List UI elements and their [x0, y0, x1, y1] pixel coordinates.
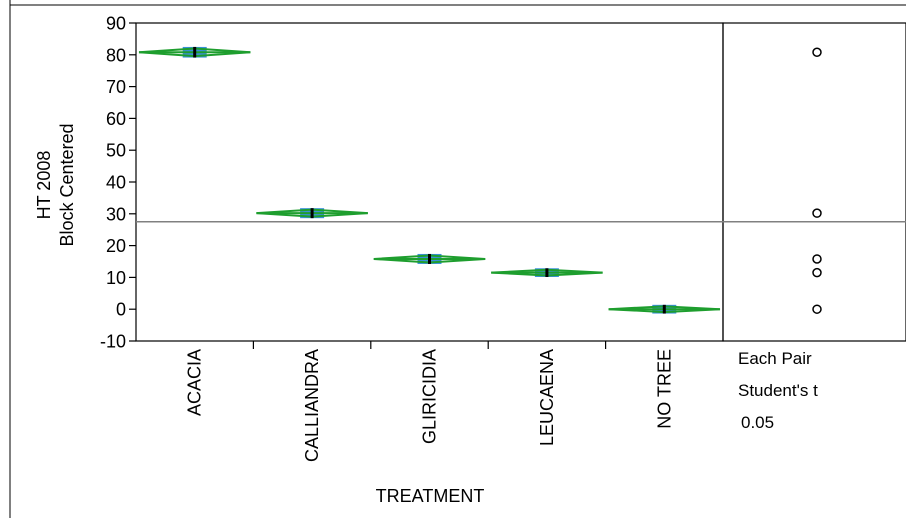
comparison-circle	[812, 304, 822, 314]
means-diamond-leucaena	[491, 268, 603, 277]
x-tick-label: LEUCAENA	[537, 349, 557, 446]
means-diamond-gliricidia	[373, 253, 486, 264]
comparison-circle	[812, 47, 822, 58]
chart-marks	[136, 46, 906, 314]
y-tick-label: 20	[106, 236, 126, 256]
means-diamond-calliandra	[256, 208, 368, 219]
y-tick-label: 90	[106, 14, 126, 34]
y-tick-label: 0	[116, 300, 126, 320]
y-tick-label: 60	[106, 109, 126, 129]
comparison-text-line-1: Each Pair	[738, 349, 812, 368]
y-tick-label: 70	[106, 77, 126, 97]
comparison-text-line-3: 0.05	[741, 413, 774, 432]
comparison-circles	[812, 47, 822, 314]
y-axis: -10 0 10 20 30 40 50 60 70 80 90	[100, 14, 136, 352]
y-tick-label: 40	[106, 173, 126, 193]
comparison-circle	[812, 254, 822, 264]
y-axis-label-line-2: Block Centered	[57, 123, 77, 246]
x-tick-label: GLIRICIDIA	[420, 349, 440, 444]
x-tick-label: NO TREE	[654, 349, 674, 429]
x-axis: ACACIA CALLIANDRA GLIRICIDIA LEUCAENA NO TRE…	[185, 341, 674, 462]
y-tick-label: 30	[106, 204, 126, 224]
x-axis-label: TREATMENT	[376, 486, 485, 506]
x-tick-label: CALLIANDRA	[302, 349, 322, 462]
comparison-circle	[812, 267, 822, 278]
comparison-text-line-2: Student's t	[738, 381, 818, 400]
y-tick-label: 10	[106, 268, 126, 288]
comparison-panel	[722, 22, 906, 342]
y-tick-label: 80	[106, 45, 126, 65]
y-tick-label: 50	[106, 141, 126, 161]
comparison-circle	[812, 208, 822, 218]
means-diamond-no-tree	[608, 304, 721, 314]
plot-area	[135, 22, 724, 342]
means-diamond-acacia	[138, 46, 251, 58]
y-tick-label: -10	[100, 332, 126, 352]
x-tick-label: ACACIA	[185, 349, 205, 416]
y-axis-label-line-1: HT 2008	[34, 151, 54, 220]
